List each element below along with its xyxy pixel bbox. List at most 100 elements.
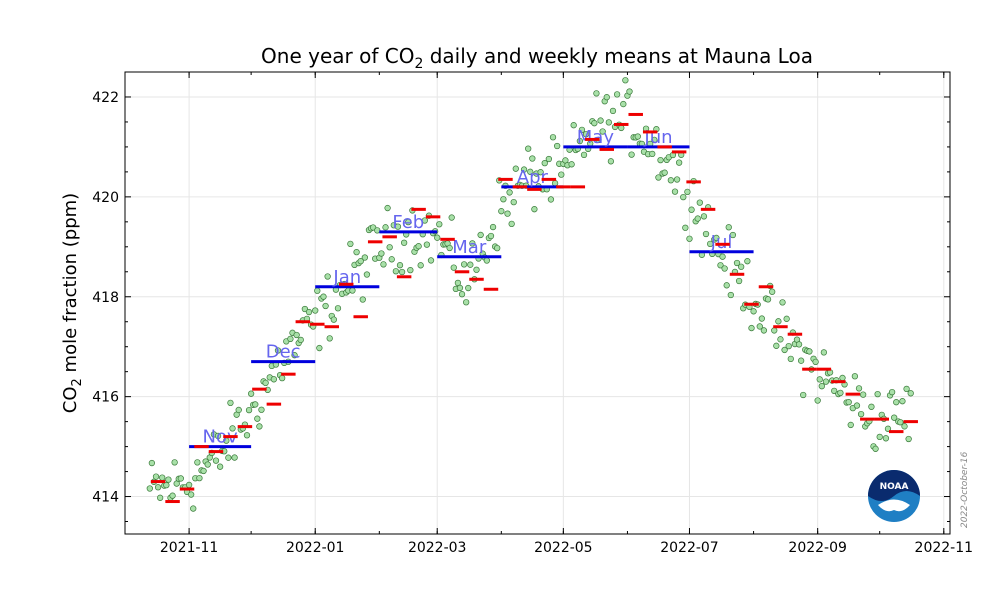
daily-point: [349, 287, 356, 294]
daily-point: [353, 248, 360, 256]
daily-point: [626, 88, 633, 95]
daily-point: [500, 196, 507, 203]
daily-point: [396, 262, 404, 269]
plot-area: Nov Dec Jan Feb Mar Apr May Jun Jul 414 416 418 420 4…: [92, 71, 974, 556]
daily-point: [405, 218, 412, 226]
daily-point: [185, 481, 193, 489]
daily-point: [729, 231, 737, 239]
daily-point: [245, 406, 253, 414]
daily-point: [448, 214, 455, 221]
y-tick-label: 418: [92, 290, 119, 306]
daily-point: [427, 257, 435, 264]
daily-point: [196, 474, 203, 482]
daily-point: [733, 259, 741, 267]
daily-point: [436, 221, 443, 228]
daily-point: [421, 217, 428, 224]
daily-point: [558, 171, 565, 178]
daily-point: [673, 176, 681, 183]
x-tick-label: 2022-05: [534, 540, 593, 556]
daily-point: [860, 391, 867, 398]
daily-point: [287, 335, 294, 342]
x-tick-label: 2022-07: [660, 540, 719, 556]
daily-point: [194, 459, 201, 466]
daily-point: [882, 435, 890, 442]
monthly-mean-label: Dec: [266, 342, 301, 363]
daily-point: [613, 91, 621, 98]
daily-point: [888, 388, 896, 396]
daily-point: [727, 291, 734, 299]
daily-point: [216, 463, 224, 470]
daily-point: [384, 204, 391, 212]
daily-point: [857, 410, 865, 418]
daily-point: [361, 254, 368, 261]
y-tick-label: 422: [92, 90, 119, 106]
daily-point: [243, 432, 251, 439]
noaa-logo-top: [868, 470, 920, 501]
monthly-mean-label: May: [577, 127, 615, 148]
daily-point: [797, 357, 805, 364]
daily-point: [450, 264, 457, 271]
daily-point: [204, 461, 211, 468]
daily-point: [314, 287, 321, 294]
daily-point: [469, 240, 476, 247]
daily-point: [386, 244, 393, 251]
noaa-logo-wave: [878, 499, 910, 512]
daily-point: [622, 77, 629, 84]
daily-point: [363, 271, 371, 278]
daily-point: [787, 355, 794, 363]
daily-point: [326, 335, 333, 342]
daily-point: [171, 459, 178, 466]
daily-point: [506, 189, 513, 196]
daily-point: [531, 206, 538, 213]
daily-point: [903, 385, 910, 393]
daily-point: [165, 476, 172, 483]
daily-point: [831, 387, 838, 395]
daily-point: [394, 223, 402, 230]
daily-point: [146, 485, 153, 492]
monthly-mean-label: Feb: [392, 212, 424, 233]
daily-point: [771, 327, 778, 334]
daily-point: [398, 268, 406, 276]
daily-point: [893, 399, 900, 406]
daily-point: [322, 302, 329, 310]
daily-point: [494, 244, 501, 252]
daily-point: [312, 307, 319, 314]
daily-point: [628, 151, 635, 158]
daily-point: [169, 492, 176, 499]
daily-point: [252, 401, 259, 408]
daily-point: [785, 342, 792, 350]
daily-point: [649, 150, 656, 158]
daily-point: [721, 265, 728, 272]
y-tick-label: 420: [92, 190, 119, 206]
monthly-mean-label: Nov: [203, 427, 238, 448]
daily-point: [258, 406, 265, 413]
daily-point: [783, 315, 790, 322]
daily-point: [400, 239, 408, 246]
daily-point: [694, 215, 701, 222]
daily-point: [520, 166, 528, 173]
daily-point: [487, 232, 495, 240]
daily-point: [605, 119, 612, 126]
daily-point: [553, 142, 561, 150]
daily-point: [163, 482, 170, 489]
daily-point: [634, 133, 641, 140]
daily-point: [545, 155, 553, 163]
daily-point: [764, 296, 772, 303]
daily-point: [357, 258, 364, 265]
daily-point: [551, 180, 559, 187]
daily-point: [891, 414, 898, 421]
daily-point: [568, 161, 575, 168]
daily-point: [359, 296, 366, 303]
daily-point: [719, 253, 726, 260]
daily-point: [334, 305, 342, 312]
daily-point: [812, 358, 819, 365]
daily-point: [508, 220, 515, 228]
daily-point: [837, 389, 844, 397]
daily-point: [388, 256, 395, 263]
daily-point: [907, 390, 914, 397]
daily-point: [512, 165, 519, 172]
daily-point: [735, 277, 743, 285]
daily-point: [702, 230, 710, 238]
x-tick-label: 2022-11: [915, 540, 974, 556]
daily-point: [818, 383, 825, 390]
